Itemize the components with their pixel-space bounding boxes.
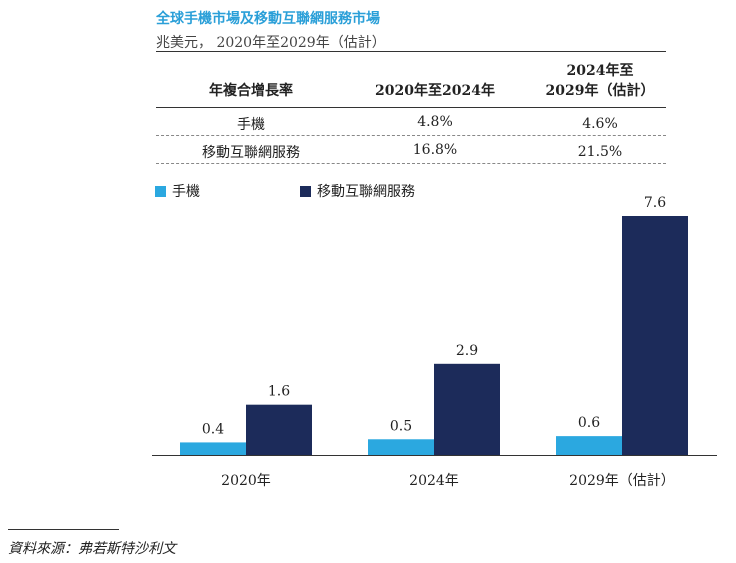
bar-internet bbox=[246, 404, 312, 455]
x-tick-label: 2024年 bbox=[409, 473, 459, 489]
bar-phone bbox=[368, 439, 434, 455]
bar-value-label: 2.9 bbox=[456, 343, 478, 359]
bar-value-label: 0.6 bbox=[578, 415, 600, 431]
table-header-period-2-line1: 2024年至 bbox=[566, 63, 634, 79]
table-header-cagr: 年複合增長率 bbox=[209, 83, 293, 99]
table-header-rule bbox=[156, 107, 666, 108]
legend-label-phone: 手機 bbox=[172, 184, 200, 200]
table-cell: 16.8% bbox=[412, 142, 458, 158]
table-row-label: 手機 bbox=[237, 117, 265, 133]
source-rule bbox=[8, 529, 119, 530]
chart-title: 全球手機市場及移動互聯網服務市場 bbox=[156, 11, 380, 27]
legend-swatch-internet bbox=[300, 186, 311, 197]
bar-value-label: 0.4 bbox=[202, 421, 224, 437]
table-top-rule bbox=[156, 51, 666, 52]
bar-value-label: 0.5 bbox=[390, 418, 412, 434]
table-header-period-1: 2020年至2024年 bbox=[375, 83, 495, 99]
source-note: 資料來源：弗若斯特沙利文 bbox=[8, 541, 176, 557]
bar-internet bbox=[622, 216, 688, 455]
table-row-divider bbox=[156, 135, 666, 136]
table-row-label: 移動互聯網服務 bbox=[202, 145, 300, 161]
table-header-period-2-line2: 2029年（估計） bbox=[545, 83, 655, 99]
legend-label-internet: 移動互聯網服務 bbox=[317, 184, 415, 200]
bar-phone bbox=[556, 436, 622, 455]
table-cell: 21.5% bbox=[577, 144, 623, 160]
x-tick-label: 2029年（估計） bbox=[569, 473, 675, 489]
bar-internet bbox=[434, 363, 500, 455]
bar-phone bbox=[180, 442, 246, 455]
table-cell: 4.6% bbox=[582, 116, 618, 132]
chart-subtitle: 兆美元， 2020年至2029年（估計） bbox=[156, 35, 386, 51]
table-cell: 4.8% bbox=[417, 114, 453, 130]
legend-swatch-phone bbox=[155, 186, 166, 197]
bar-value-label: 1.6 bbox=[268, 384, 290, 400]
table-row-divider bbox=[156, 163, 666, 164]
bar-value-label: 7.6 bbox=[644, 195, 666, 211]
x-tick-label: 2020年 bbox=[221, 473, 271, 489]
